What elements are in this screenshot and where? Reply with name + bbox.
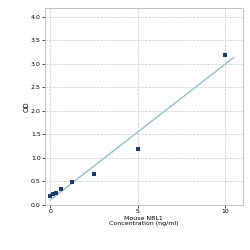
Point xyxy=(223,52,227,56)
Point xyxy=(54,191,58,195)
Point xyxy=(59,187,63,191)
Point xyxy=(70,180,74,184)
Point xyxy=(48,194,52,198)
Y-axis label: OD: OD xyxy=(24,101,30,112)
Point xyxy=(51,192,55,196)
X-axis label: Mouse NBL1
Concentration (ng/ml): Mouse NBL1 Concentration (ng/ml) xyxy=(109,216,178,226)
Point xyxy=(92,172,96,176)
Point xyxy=(136,146,140,150)
